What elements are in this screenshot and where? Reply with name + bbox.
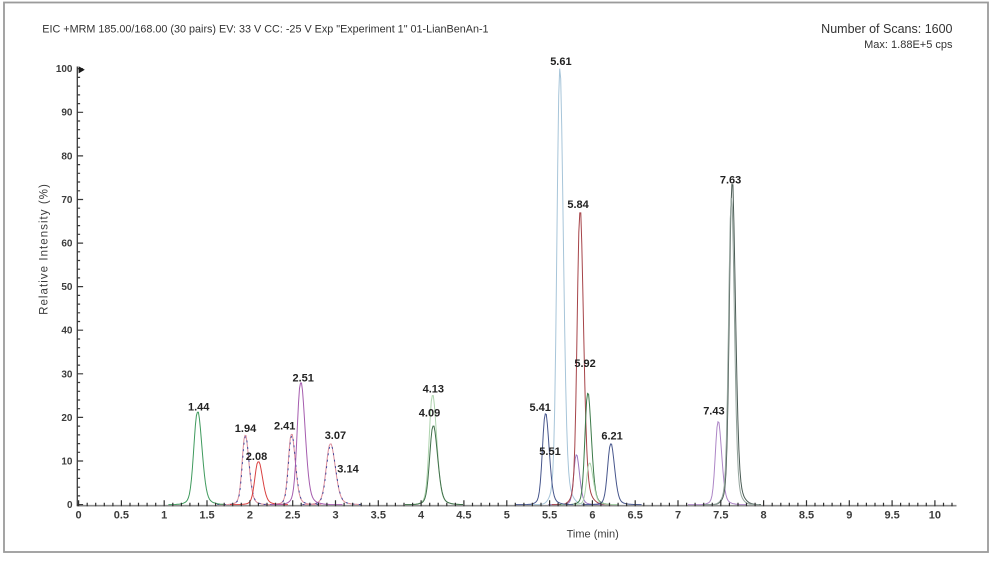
svg-text:5.5: 5.5 [542,510,557,522]
svg-text:5.84: 5.84 [567,199,589,211]
svg-text:4.09: 4.09 [419,408,440,420]
svg-text:7.63: 7.63 [720,175,741,187]
svg-text:5.61: 5.61 [550,56,571,68]
svg-text:3.5: 3.5 [371,510,386,522]
svg-text:3.14: 3.14 [337,464,359,476]
svg-text:1.44: 1.44 [188,402,210,414]
svg-text:5.92: 5.92 [574,358,595,370]
svg-text:9.5: 9.5 [884,510,899,522]
svg-text:0: 0 [67,500,73,511]
svg-text:3.07: 3.07 [325,430,346,442]
svg-text:4: 4 [418,510,425,522]
svg-text:Time (min): Time (min) [567,529,619,541]
svg-text:7.5: 7.5 [713,510,728,522]
svg-text:5.51: 5.51 [539,446,560,458]
svg-text:50: 50 [61,282,73,293]
svg-text:70: 70 [61,195,73,206]
svg-text:2: 2 [247,510,253,522]
svg-text:30: 30 [61,369,73,380]
svg-text:2.51: 2.51 [292,373,313,385]
svg-text:4.13: 4.13 [423,384,444,396]
svg-text:7.43: 7.43 [703,406,724,418]
svg-text:1: 1 [161,510,167,522]
svg-text:2.08: 2.08 [246,451,267,463]
svg-text:Relative Intensity (%): Relative Intensity (%) [39,183,51,315]
svg-text:6.21: 6.21 [601,431,622,443]
svg-text:100: 100 [56,64,73,75]
svg-text:1.5: 1.5 [199,510,214,522]
svg-text:1.94: 1.94 [235,423,257,435]
svg-text:0: 0 [76,510,82,522]
svg-text:4.5: 4.5 [456,510,471,522]
svg-text:9: 9 [846,510,852,522]
svg-text:10: 10 [929,510,941,522]
svg-text:10: 10 [61,457,73,468]
svg-text:80: 80 [61,151,73,162]
svg-text:7: 7 [675,510,681,522]
svg-text:EIC +MRM 185.00/168.00 (30 pai: EIC +MRM 185.00/168.00 (30 pairs) EV: 33… [42,24,488,36]
svg-text:6: 6 [589,510,595,522]
svg-text:2.5: 2.5 [285,510,300,522]
svg-text:Number of Scans: 1600: Number of Scans: 1600 [821,22,952,36]
svg-text:3: 3 [332,510,338,522]
svg-text:8: 8 [761,510,767,522]
svg-text:60: 60 [61,239,73,250]
svg-text:2.41: 2.41 [274,421,295,433]
svg-text:5.41: 5.41 [529,402,550,414]
svg-text:20: 20 [61,413,73,424]
svg-text:0.5: 0.5 [114,510,129,522]
svg-text:Max: 1.88E+5 cps: Max: 1.88E+5 cps [864,39,953,51]
svg-text:5: 5 [504,510,510,522]
svg-text:90: 90 [61,108,73,119]
svg-text:40: 40 [61,326,73,337]
svg-text:6.5: 6.5 [628,510,643,522]
svg-text:8.5: 8.5 [799,510,814,522]
